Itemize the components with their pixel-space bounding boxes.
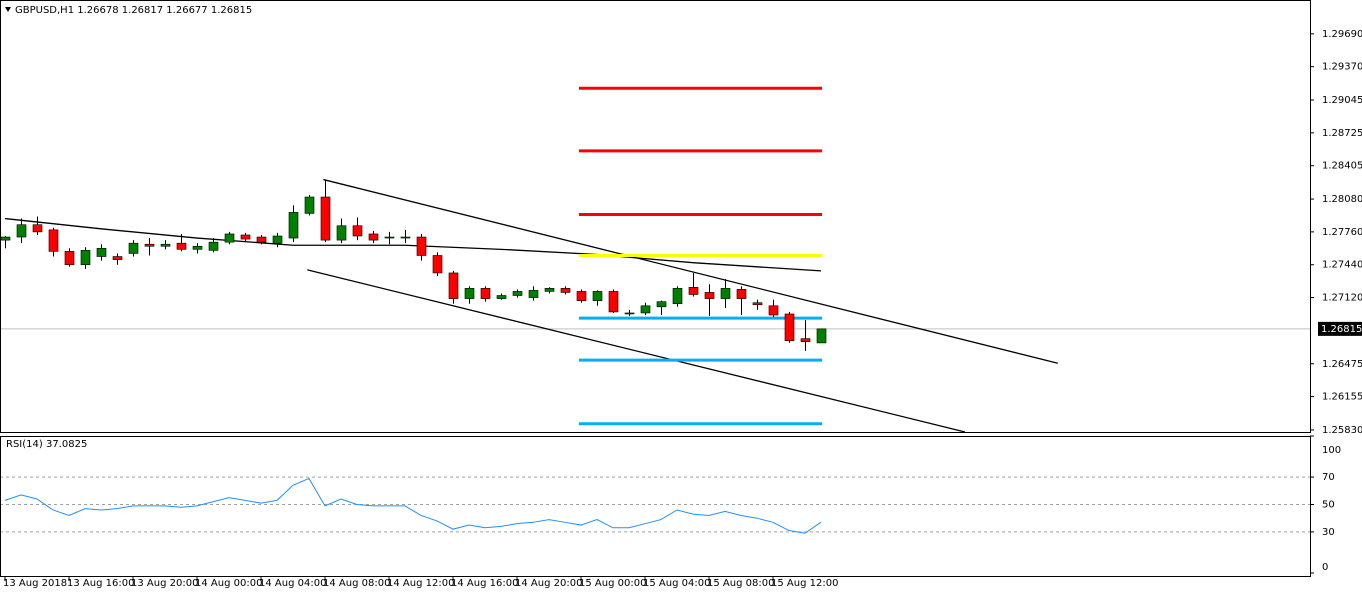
candle-body	[752, 302, 763, 306]
trend-line	[323, 178, 1058, 364]
candle-body	[720, 288, 731, 299]
x-tick-label: 13 Aug 2018	[3, 578, 67, 589]
moving-average	[4, 217, 822, 272]
candle-body	[704, 292, 715, 299]
candle-body	[784, 313, 795, 341]
y-tick-label: 50	[1322, 500, 1335, 511]
y-tick-label: 1.27120	[1322, 293, 1362, 304]
candle-body	[512, 291, 523, 296]
x-tick-label: 14 Aug 20:00	[515, 578, 582, 589]
candle-body	[48, 229, 59, 252]
y-tick-label: 1.26155	[1322, 392, 1362, 403]
candle-body	[640, 305, 651, 314]
rsi-line	[4, 477, 822, 534]
candle-body	[208, 241, 219, 251]
candle-body	[608, 291, 619, 313]
candle-body	[1, 236, 11, 241]
candle-body	[816, 328, 827, 344]
candle-body	[432, 255, 443, 274]
candle-body	[768, 305, 779, 316]
candle-body	[544, 288, 555, 292]
y-tick-label: 1.29690	[1322, 29, 1362, 40]
y-tick-label: 1.29370	[1322, 62, 1362, 73]
candle-body	[736, 289, 747, 299]
candle-body	[672, 288, 683, 305]
candle-body	[592, 291, 603, 301]
x-tick-label: 15 Aug 00:00	[579, 578, 646, 589]
candle-body	[800, 338, 811, 342]
candle-body	[400, 236, 411, 239]
candle-body	[576, 291, 587, 301]
candle-body	[528, 290, 539, 298]
x-tick-label: 15 Aug 12:00	[771, 578, 838, 589]
candle-body	[224, 233, 235, 243]
main-panel	[0, 0, 1311, 433]
x-tick-label: 14 Aug 00:00	[195, 578, 262, 589]
candle-body	[496, 295, 507, 299]
candle-body	[256, 236, 267, 243]
candle-body	[336, 225, 347, 241]
y-tick-label: 1.25830	[1322, 425, 1362, 436]
x-tick-label: 14 Aug 04:00	[259, 578, 326, 589]
candle-body	[80, 250, 91, 266]
menu-arrow[interactable]	[5, 7, 11, 12]
candle-body	[64, 251, 75, 266]
candle-body	[352, 225, 363, 237]
candle-body	[96, 248, 107, 257]
candle-body	[624, 312, 635, 315]
candle-body	[112, 256, 123, 260]
y-tick-label: 1.28405	[1322, 161, 1362, 172]
candle-body	[480, 288, 491, 299]
candle-body	[384, 236, 395, 239]
x-tick-label: 13 Aug 20:00	[131, 578, 198, 589]
candle-body	[448, 272, 459, 299]
y-tick-label: 1.27440	[1322, 260, 1362, 271]
candle-body	[688, 287, 699, 295]
candle-body	[128, 242, 139, 254]
x-tick-label: 15 Aug 08:00	[707, 578, 774, 589]
y-tick-label: 100	[1322, 445, 1341, 456]
candle-body	[160, 243, 171, 247]
candle-body	[32, 224, 43, 233]
y-tick-label: 1.29045	[1322, 95, 1362, 106]
main-plot	[1, 86, 1310, 432]
x-tick-label: 14 Aug 12:00	[387, 578, 454, 589]
x-tick-label: 13 Aug 16:00	[67, 578, 134, 589]
candle-body	[192, 245, 203, 250]
last-price-box	[1318, 321, 1362, 336]
candle-body	[240, 234, 251, 240]
candle-body	[272, 235, 283, 244]
candle-body	[144, 243, 155, 247]
candle-body	[16, 224, 27, 238]
y-tick-label: 1.28080	[1322, 194, 1362, 205]
x-tick-label: 14 Aug 08:00	[323, 578, 390, 589]
rsi-plot	[1, 476, 1310, 534]
candle-body	[176, 242, 187, 250]
y-tick-label: 70	[1322, 472, 1335, 483]
y-tick-label: 30	[1322, 527, 1335, 538]
y-tick-label: 1.26475	[1322, 359, 1362, 370]
candle-body	[560, 288, 571, 293]
candle-body	[304, 196, 315, 214]
rsi-panel	[0, 436, 1311, 577]
rsi-title: RSI(14) 37.0825	[6, 439, 87, 450]
y-tick-label: 1.27760	[1322, 227, 1362, 238]
axes: 1.29690 1.29370 1.29045 1.28725 1.28405 1.280…	[3, 29, 1362, 589]
y-tick-label: 0	[1322, 562, 1328, 573]
candle-body	[416, 236, 427, 256]
y-tick-label: 1.28725	[1322, 128, 1362, 139]
candle-body	[288, 212, 299, 239]
candle-body	[320, 196, 331, 241]
chart-title: GBPUSD,H1 1.26678 1.26817 1.26677 1.2681…	[15, 5, 252, 16]
x-tick-label: 14 Aug 16:00	[451, 578, 518, 589]
x-tick-label: 15 Aug 04:00	[643, 578, 710, 589]
candle-body	[656, 301, 667, 308]
last-price-label: 1.26815	[1321, 324, 1362, 335]
candle-body	[368, 233, 379, 241]
trend-line	[307, 269, 966, 432]
candle-body	[464, 288, 475, 299]
